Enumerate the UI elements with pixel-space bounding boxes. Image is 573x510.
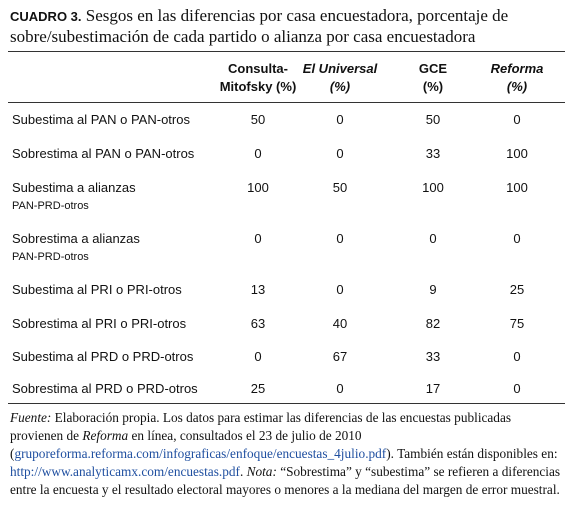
- cell: 13: [250, 282, 266, 297]
- footnote-text: Reforma: [82, 428, 129, 443]
- row-label: Sobrestima al PAN o PAN-otros: [12, 145, 194, 163]
- cell: 0: [429, 231, 437, 246]
- cell: 0: [336, 231, 344, 246]
- row-label: Subestima a alianzas PAN-PRD-otros: [12, 179, 136, 215]
- title: CUADRO 3. Sesgos en las diferencias por …: [10, 6, 565, 47]
- cell: 40: [332, 316, 348, 331]
- cell: 50: [250, 112, 266, 127]
- row-label: Sobrestima al PRD o PRD-otros: [12, 380, 198, 398]
- cell: 0: [336, 282, 344, 297]
- row-label: Sobrestima a alianzas PAN-PRD-otros: [12, 230, 140, 266]
- header-line: GCE: [418, 61, 448, 76]
- cell: 100: [506, 146, 528, 161]
- cell: 100: [506, 180, 528, 195]
- label-line: Subestima a alianzas: [12, 180, 136, 195]
- cell: 0: [513, 349, 521, 364]
- row-label: Subestima al PAN o PAN-otros: [12, 111, 190, 129]
- row-label: Sobrestima al PRI o PRI-otros: [12, 315, 186, 333]
- label-line: PAN-PRD-otros: [12, 200, 89, 212]
- cell: 0: [254, 146, 262, 161]
- footnote-text: Elaboración propia. Los datos para estim…: [10, 410, 512, 443]
- label-line: Sobrestima al PRD o PRD-otros: [12, 381, 198, 396]
- header-line: Mitofsky (%): [219, 79, 297, 94]
- header-line: (%): [422, 79, 444, 94]
- cell: 63: [250, 316, 266, 331]
- footnote-text: “Sobrestima” y “subestima” se refieren a…: [10, 464, 561, 497]
- header-line: Reforma: [490, 61, 544, 76]
- column-header: Consulta- Mitofsky (%): [203, 60, 313, 96]
- header-line: (%): [329, 79, 351, 94]
- cell: 25: [250, 381, 266, 396]
- label-line: Sobrestima al PAN o PAN-otros: [12, 146, 195, 161]
- cell: 67: [332, 349, 348, 364]
- cell: 9: [429, 282, 437, 297]
- footnote-text: .: [239, 464, 247, 479]
- footnote-text: ). También están disponibles en:: [386, 446, 558, 461]
- cell: 0: [513, 112, 521, 127]
- table-label: CUADRO 3.: [10, 9, 82, 24]
- cell: 82: [425, 316, 441, 331]
- rule: [8, 51, 565, 52]
- row-label: Subestima al PRI o PRI-otros: [12, 281, 182, 299]
- rule: [8, 403, 565, 404]
- cell: 33: [425, 349, 441, 364]
- cell: 0: [254, 231, 262, 246]
- cell: 100: [247, 180, 269, 195]
- footnote: Fuente: Elaboración propia. Los datos pa…: [10, 409, 566, 499]
- rule: [8, 102, 565, 103]
- table-title: Sesgos en las diferencias por casa encue…: [10, 6, 509, 46]
- header-line: (%): [506, 79, 528, 94]
- cell: 50: [332, 180, 348, 195]
- header-line: Consulta-: [228, 61, 288, 76]
- footnote-text: Nota:: [246, 464, 277, 479]
- row-label: Subestima al PRD o PRD-otros: [12, 348, 193, 366]
- label-line: Subestima al PRI o PRI-otros: [12, 282, 182, 297]
- footnote-text: Fuente:: [10, 410, 52, 425]
- cell: 0: [513, 231, 521, 246]
- cell: 75: [509, 316, 525, 331]
- cell: 100: [422, 180, 444, 195]
- column-header: El Universal (%): [285, 60, 395, 96]
- cell: 0: [336, 146, 344, 161]
- cell: 17: [425, 381, 441, 396]
- column-header: Reforma (%): [462, 60, 572, 96]
- label-line: PAN-PRD-otros: [12, 251, 89, 263]
- label-line: Subestima al PRD o PRD-otros: [12, 349, 194, 364]
- cell: 0: [336, 381, 344, 396]
- link[interactable]: http://www.analyticamx.com/encuestas.pdf: [10, 464, 240, 479]
- footnote-text: en línea, consultados el 23 de julio de …: [10, 428, 362, 461]
- cell: 25: [509, 282, 525, 297]
- header-line: El Universal: [302, 61, 378, 76]
- link[interactable]: gruporeforma.reforma.com/infograficas/en…: [14, 446, 387, 461]
- label-line: Subestima al PAN o PAN-otros: [12, 112, 190, 127]
- cell: 50: [425, 112, 441, 127]
- cell: 0: [513, 381, 521, 396]
- cell: 0: [336, 112, 344, 127]
- column-header: GCE (%): [378, 60, 488, 96]
- label-line: Sobrestima a alianzas: [12, 231, 140, 246]
- cell: 33: [425, 146, 441, 161]
- cell: 0: [254, 349, 262, 364]
- label-line: Sobrestima al PRI o PRI-otros: [12, 316, 187, 331]
